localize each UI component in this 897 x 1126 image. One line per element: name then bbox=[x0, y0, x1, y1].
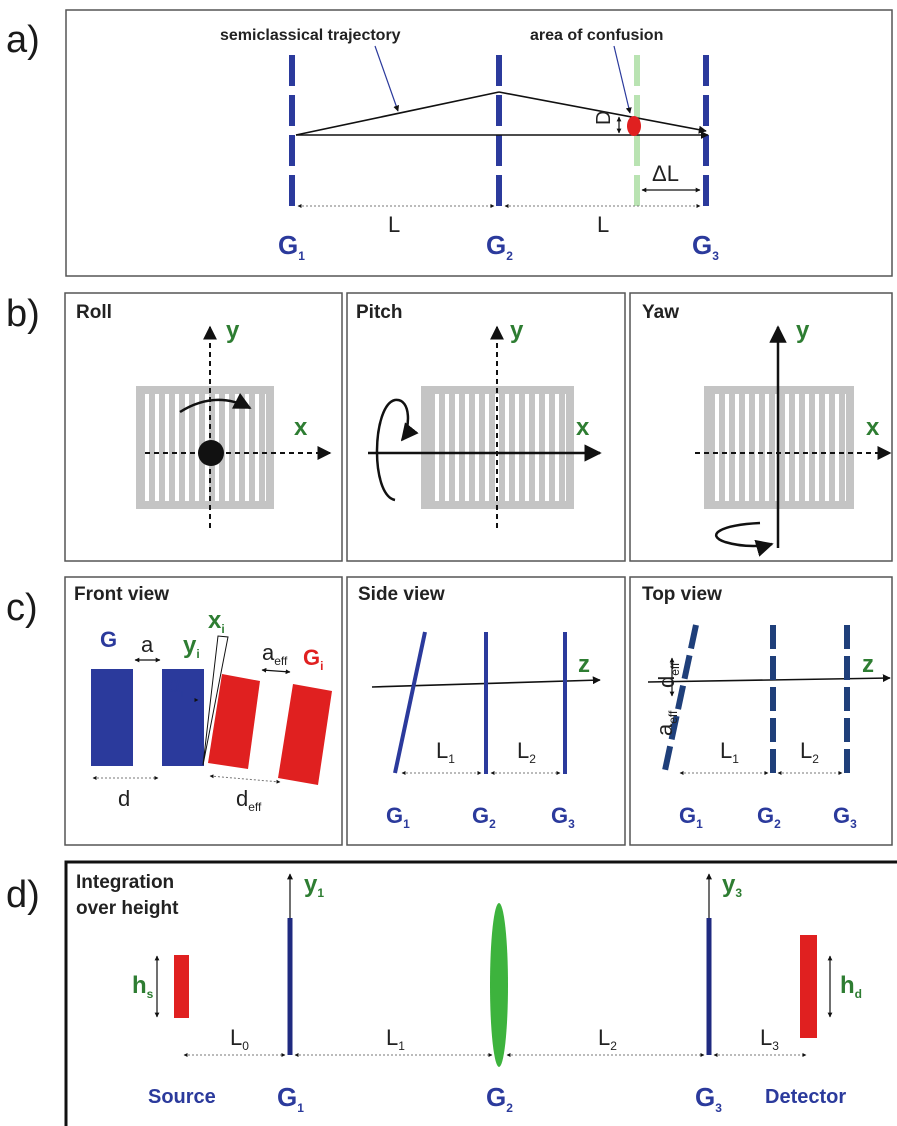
d-label: D bbox=[593, 111, 615, 125]
roll-panel: Roll y x bbox=[64, 292, 343, 562]
l0-label: L0 bbox=[230, 1025, 249, 1053]
panel-d-frame bbox=[64, 860, 897, 1126]
panel-b: b) Roll y x Pitch y x Yaw bbox=[6, 292, 893, 562]
front-grating-bar-1 bbox=[91, 669, 133, 766]
front-tilted-bar-2 bbox=[278, 684, 332, 785]
trajectory-pointer bbox=[374, 45, 400, 112]
front-view-panel: Front view a aeff d deff αi G Gi yi xi bbox=[64, 576, 343, 846]
side-z-label: z bbox=[578, 651, 590, 678]
roll-axis-dot bbox=[198, 440, 224, 466]
label-d-g1: G1 bbox=[277, 1082, 304, 1115]
confusion-label: area of confusion bbox=[530, 27, 663, 44]
side-label-g3: G3 bbox=[551, 803, 575, 831]
front-view-title: Front view bbox=[74, 584, 169, 605]
pitch-x-label: x bbox=[576, 414, 590, 441]
roll-rotation-arrow bbox=[179, 393, 252, 414]
yaw-y-label: y bbox=[796, 317, 810, 344]
trajectory-label: semiclassical trajectory bbox=[220, 27, 401, 44]
top-deff-label: deff bbox=[654, 662, 682, 688]
side-label-g2: G2 bbox=[472, 803, 496, 831]
pitch-rotation-arrow bbox=[375, 398, 419, 502]
top-grating-g1 bbox=[661, 624, 699, 776]
l3-label: L3 bbox=[760, 1025, 779, 1053]
side-view-panel: Side view L1 L2 z G1 G2 G3 bbox=[346, 576, 626, 846]
side-label-g1: G1 bbox=[386, 803, 410, 831]
l1-label: L1 bbox=[386, 1025, 405, 1053]
hd-label: hd bbox=[840, 972, 862, 1001]
source-block bbox=[174, 955, 189, 1018]
panel-a: a) D semiclassical trajectory area of co… bbox=[6, 9, 893, 277]
top-label-g1: G1 bbox=[679, 803, 703, 831]
label-d-g3: G3 bbox=[695, 1082, 722, 1115]
roll-y-label: y bbox=[226, 317, 240, 344]
top-label-g2: G2 bbox=[757, 803, 781, 831]
yaw-title: Yaw bbox=[642, 302, 679, 323]
panel-d-title-1: Integration bbox=[76, 872, 174, 893]
hs-label: hs bbox=[132, 972, 154, 1001]
panel-d-title-2: over height bbox=[76, 898, 179, 919]
roll-grating bbox=[136, 386, 274, 509]
front-offset-triangle bbox=[202, 635, 229, 766]
y1-label: y1 bbox=[304, 871, 324, 900]
panel-label-a: a) bbox=[6, 19, 40, 61]
confusion-pointer bbox=[613, 45, 632, 114]
l-label-1: L bbox=[388, 212, 400, 237]
label-g1: G1 bbox=[278, 230, 305, 263]
side-grating-g1 bbox=[393, 631, 427, 774]
front-deff-dim bbox=[209, 774, 281, 784]
pitch-title: Pitch bbox=[356, 302, 402, 323]
side-l2-label: L2 bbox=[517, 738, 536, 766]
lens-g2 bbox=[490, 903, 508, 1067]
side-l1-label: L1 bbox=[436, 738, 455, 766]
front-aeff-label: aeff bbox=[262, 640, 288, 668]
l-label-2: L bbox=[597, 212, 609, 237]
detector-label: Detector bbox=[765, 1086, 846, 1108]
front-xi-label: xi bbox=[208, 607, 225, 636]
panel-d: d) Integration over height hs y1 y3 hd L… bbox=[6, 860, 897, 1126]
roll-title: Roll bbox=[76, 302, 112, 323]
panel-a-frame bbox=[65, 9, 893, 277]
front-grating-bar-2 bbox=[162, 669, 204, 766]
panel-label-b: b) bbox=[6, 293, 40, 335]
delta-l-label: ΔL bbox=[652, 161, 679, 186]
top-aeff-label: aeff bbox=[652, 710, 680, 736]
l2-label: L2 bbox=[598, 1025, 617, 1053]
label-d-g2: G2 bbox=[486, 1082, 513, 1115]
top-label-g3: G3 bbox=[833, 803, 857, 831]
front-alpha-label: αi bbox=[168, 672, 183, 700]
front-deff-label: deff bbox=[236, 786, 262, 814]
yaw-x-label: x bbox=[866, 414, 880, 441]
confusion-spot bbox=[627, 116, 641, 136]
top-view-title: Top view bbox=[642, 584, 722, 605]
front-aeff-dim bbox=[261, 667, 291, 675]
front-a-label: a bbox=[141, 632, 154, 657]
trajectory-up bbox=[295, 91, 500, 136]
front-g-label: G bbox=[100, 627, 117, 652]
front-d-label: d bbox=[118, 786, 130, 811]
yaw-panel: Yaw y x bbox=[629, 292, 893, 562]
pitch-y-label: y bbox=[510, 317, 524, 344]
source-label: Source bbox=[148, 1086, 216, 1108]
panel-label-c: c) bbox=[6, 587, 38, 629]
side-view-title: Side view bbox=[358, 584, 445, 605]
panel-c: c) Front view a aeff d deff αi G Gi yi x… bbox=[6, 576, 893, 846]
trajectory-down bbox=[498, 91, 707, 134]
y3-label: y3 bbox=[722, 871, 742, 900]
pitch-panel: Pitch y x bbox=[346, 292, 626, 562]
front-tilted-bar-1 bbox=[208, 674, 260, 769]
label-g2: G2 bbox=[486, 230, 513, 263]
yaw-rotation-arrow bbox=[715, 521, 774, 557]
top-l1-label: L1 bbox=[720, 738, 739, 766]
roll-x-label: x bbox=[294, 414, 308, 441]
top-l2-label: L2 bbox=[800, 738, 819, 766]
top-view-panel: Top view deff aeff L1 L2 z G1 G2 G3 bbox=[629, 576, 893, 846]
panel-label-d: d) bbox=[6, 874, 40, 916]
label-g3: G3 bbox=[692, 230, 719, 263]
detector-block bbox=[800, 935, 817, 1038]
front-yi-label: yi bbox=[183, 632, 200, 661]
front-gi-label: Gi bbox=[303, 645, 323, 673]
top-z-label: z bbox=[862, 651, 874, 678]
